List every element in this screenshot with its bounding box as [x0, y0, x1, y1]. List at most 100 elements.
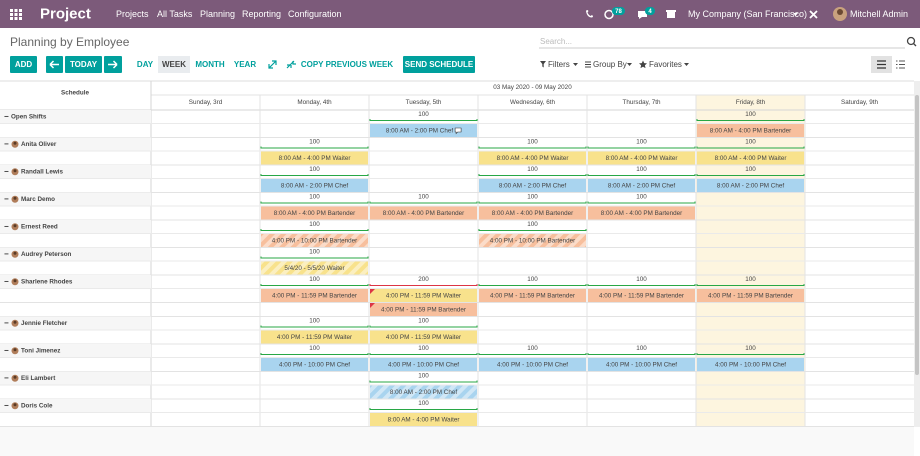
collapse-toggle[interactable]: − [4, 373, 9, 382]
shift-label: 4:00 PM - 11:59 PM Bartender [272, 292, 357, 299]
shift-pill[interactable] [588, 206, 695, 220]
debug-icon[interactable] [809, 10, 818, 19]
activity-icon[interactable] [604, 9, 614, 20]
copy-previous-button[interactable]: COPY PREVIOUS WEEK [301, 60, 394, 69]
group-header-row [0, 399, 151, 413]
shift-pill[interactable] [261, 261, 368, 275]
scale-button[interactable]: MONTH [195, 60, 225, 69]
collapse-toggle[interactable]: − [4, 139, 9, 148]
caret [573, 63, 578, 66]
menu-item[interactable]: Planning [200, 9, 235, 19]
collapse-toggle[interactable]: − [4, 401, 9, 410]
company-switcher[interactable]: My Company (San Francisco) [688, 9, 807, 19]
scrollbar-thumb[interactable] [915, 95, 919, 375]
group-name[interactable]: Audrey Peterson [21, 251, 72, 258]
send-button[interactable] [403, 56, 475, 73]
shift-pill[interactable] [261, 358, 368, 371]
shift-pill[interactable] [479, 179, 586, 192]
expand-icon[interactable] [268, 60, 277, 69]
load-value: 100 [309, 276, 320, 283]
menu-item[interactable]: Configuration [288, 9, 342, 19]
app-name[interactable]: Project [40, 5, 91, 22]
collapse-toggle[interactable]: − [4, 167, 9, 176]
shift-pill[interactable] [261, 151, 368, 165]
collapse-toggle[interactable]: − [4, 194, 9, 203]
shift-pill[interactable] [588, 289, 695, 302]
gift-icon[interactable] [667, 12, 675, 18]
collapse-icon[interactable] [286, 60, 296, 69]
collapse-toggle[interactable]: − [4, 249, 9, 258]
favorites-menu[interactable]: Favorites [649, 60, 682, 69]
apps-icon[interactable] [10, 9, 22, 20]
shift-pill[interactable] [479, 151, 586, 165]
shift-pill[interactable] [261, 234, 368, 247]
group-name[interactable]: Randall Lewis [21, 168, 63, 175]
shift-pill[interactable] [588, 179, 695, 192]
list-view-button[interactable] [896, 60, 905, 69]
shift-pill[interactable] [479, 234, 586, 247]
shift-pill[interactable] [370, 289, 477, 302]
group-name[interactable]: Marc Demo [21, 196, 55, 203]
menu-item[interactable]: Projects [116, 9, 149, 19]
add-button[interactable] [10, 56, 37, 73]
shift-pill[interactable] [370, 413, 477, 426]
shift-pill[interactable] [261, 330, 368, 344]
group-name[interactable]: Anita Oliver [21, 141, 57, 148]
shift-pill[interactable] [697, 179, 804, 192]
menu-item[interactable]: All Tasks [157, 9, 193, 19]
load-bar [478, 201, 587, 204]
caret [627, 63, 632, 66]
user-menu[interactable]: Mitchell Admin [850, 9, 908, 19]
shift-pill[interactable] [261, 289, 368, 302]
scale-button[interactable]: WEEK [162, 60, 186, 69]
groupby-menu[interactable]: Group By [593, 60, 627, 69]
scale-button[interactable]: DAY [137, 60, 154, 69]
shift-pill[interactable] [588, 151, 695, 165]
filters-menu[interactable]: Filters [548, 60, 570, 69]
search-input[interactable]: Search... [540, 37, 572, 46]
group-name[interactable]: Toni Jimenez [21, 347, 60, 354]
shift-pill[interactable] [697, 151, 804, 165]
group-name[interactable]: Open Shifts [11, 113, 47, 120]
shift-pill[interactable] [261, 179, 368, 192]
menu-item[interactable]: Reporting [242, 9, 281, 19]
employee-avatar-face [13, 196, 17, 200]
group-name[interactable]: Jennie Fletcher [21, 320, 68, 327]
group-name[interactable]: Sharlene Rhodes [21, 278, 73, 285]
collapse-toggle[interactable]: − [4, 318, 9, 327]
load-value: 100 [527, 139, 538, 146]
shift-pill[interactable] [479, 289, 586, 302]
today-button[interactable] [65, 56, 102, 73]
shift-pill[interactable] [370, 330, 477, 344]
group-header-row [0, 165, 151, 179]
collapse-toggle[interactable]: − [4, 222, 9, 231]
shift-pill[interactable] [370, 206, 477, 220]
group-name[interactable]: Ernest Reed [21, 223, 58, 230]
scale-button[interactable]: YEAR [234, 60, 256, 69]
group-name[interactable]: Doris Cole [21, 402, 53, 409]
shift-pill[interactable] [697, 289, 804, 302]
chat-icon[interactable] [638, 11, 647, 19]
shift-pill[interactable] [697, 358, 804, 371]
group-name[interactable]: Eli Lambert [21, 375, 56, 382]
phone-icon[interactable] [586, 10, 593, 18]
shift-pill[interactable] [261, 206, 368, 220]
shift-pill[interactable] [479, 206, 586, 220]
shift-pill[interactable] [479, 358, 586, 371]
shift-pill[interactable] [697, 124, 804, 137]
shift-label: 4:00 PM - 10:00 PM Chef [715, 361, 786, 368]
shift-pill[interactable] [370, 385, 477, 399]
scale-button-active[interactable] [158, 56, 190, 73]
collapse-toggle[interactable]: − [4, 112, 9, 121]
shift-pill[interactable] [370, 358, 477, 371]
load-value: 100 [309, 345, 320, 352]
shift-pill[interactable] [370, 303, 477, 316]
search-icon[interactable] [906, 36, 916, 46]
shift-pill[interactable] [370, 124, 477, 137]
collapse-toggle[interactable]: − [4, 277, 9, 286]
load-value: 100 [745, 111, 756, 118]
shift-pill[interactable] [588, 358, 695, 371]
collapse-toggle[interactable]: − [4, 346, 9, 355]
group-header-row [0, 371, 151, 385]
badge [612, 7, 625, 15]
